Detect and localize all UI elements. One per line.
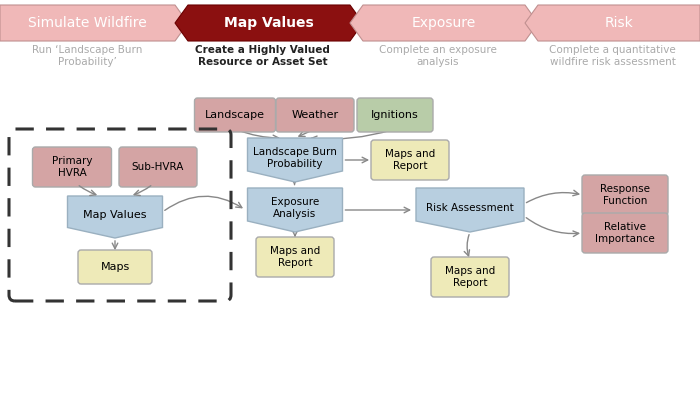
Text: Landscape: Landscape <box>205 110 265 120</box>
Text: Weather: Weather <box>291 110 339 120</box>
FancyBboxPatch shape <box>582 213 668 253</box>
Text: Maps and
Report: Maps and Report <box>270 246 320 268</box>
Polygon shape <box>350 5 538 41</box>
FancyBboxPatch shape <box>371 140 449 180</box>
Text: Landscape Burn
Probability: Landscape Burn Probability <box>253 147 337 169</box>
Polygon shape <box>175 5 363 41</box>
Text: Map Values: Map Values <box>224 16 314 30</box>
FancyBboxPatch shape <box>357 98 433 132</box>
Text: Response
Function: Response Function <box>600 184 650 206</box>
Polygon shape <box>525 5 700 41</box>
Text: Run ‘Landscape Burn
Probability’: Run ‘Landscape Burn Probability’ <box>32 45 143 67</box>
FancyBboxPatch shape <box>78 250 152 284</box>
Text: Exposure
Analysis: Exposure Analysis <box>271 197 319 219</box>
FancyBboxPatch shape <box>582 175 668 215</box>
Polygon shape <box>0 5 188 41</box>
Polygon shape <box>67 196 162 238</box>
Text: Maps: Maps <box>100 262 130 272</box>
Text: Relative
Importance: Relative Importance <box>595 222 655 244</box>
Text: Sub-HVRA: Sub-HVRA <box>132 162 184 172</box>
Polygon shape <box>248 188 342 232</box>
Text: Map Values: Map Values <box>83 210 147 220</box>
FancyBboxPatch shape <box>256 237 334 277</box>
Text: Maps and
Report: Maps and Report <box>385 149 435 171</box>
Text: Maps and
Report: Maps and Report <box>445 266 495 288</box>
Text: Risk Assessment: Risk Assessment <box>426 203 514 213</box>
FancyBboxPatch shape <box>431 257 509 297</box>
FancyBboxPatch shape <box>195 98 276 132</box>
FancyBboxPatch shape <box>119 147 197 187</box>
Text: Complete an exposure
analysis: Complete an exposure analysis <box>379 45 496 67</box>
Text: Primary
HVRA: Primary HVRA <box>52 156 92 178</box>
Text: Complete a quantitative
wildfire risk assessment: Complete a quantitative wildfire risk as… <box>549 45 676 67</box>
FancyBboxPatch shape <box>32 147 111 187</box>
FancyBboxPatch shape <box>276 98 354 132</box>
Text: Ignitions: Ignitions <box>371 110 419 120</box>
Text: Exposure: Exposure <box>412 16 476 30</box>
Text: Create a Highly Valued
Resource or Asset Set: Create a Highly Valued Resource or Asset… <box>195 45 330 67</box>
Text: Risk: Risk <box>605 16 634 30</box>
Text: Simulate Wildfire: Simulate Wildfire <box>28 16 147 30</box>
Polygon shape <box>416 188 524 232</box>
Polygon shape <box>248 138 342 182</box>
